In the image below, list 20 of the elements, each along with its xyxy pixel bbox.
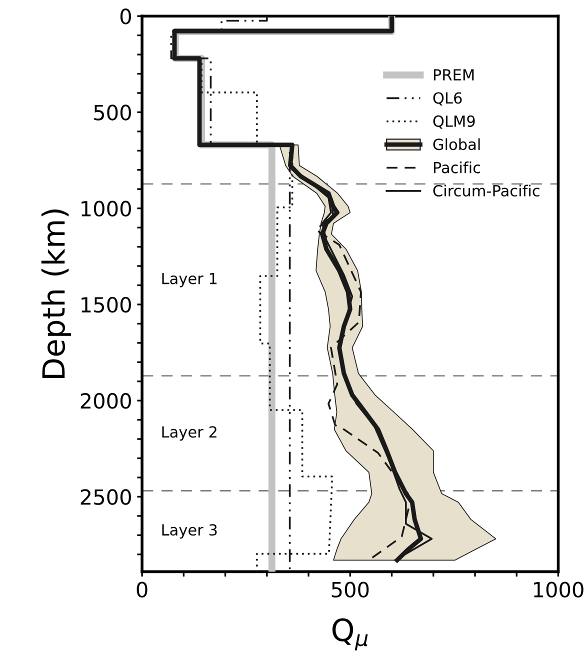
x-axis-title: Q$_{μ}$: [332, 618, 368, 650]
y-tick-label: 500: [94, 104, 131, 120]
legend-label: Global: [433, 138, 480, 150]
annotation: Layer 2: [162, 426, 216, 441]
y-tick-label: 0: [120, 8, 131, 24]
x-tick-label: 1000: [534, 582, 584, 598]
x-tick-label: 500: [332, 582, 369, 598]
legend-label: Pacific: [434, 162, 480, 174]
x-tick-label: 0: [136, 582, 148, 598]
legend-label: QLM9: [433, 115, 475, 129]
annotation: Layer 1: [162, 272, 217, 288]
annotation: Layer 3: [162, 524, 217, 539]
y-tick-label: 2500: [80, 489, 131, 505]
legend-label: QL6: [433, 92, 462, 106]
legend-label: Circum-Pacific: [433, 184, 540, 197]
y-axis-title: Depth (km): [41, 209, 71, 378]
y-tick-label: 1000: [82, 200, 131, 217]
legend-label: PREM: [434, 69, 474, 80]
y-tick-label: 1500: [82, 296, 131, 313]
y-tick-label: 2000: [80, 393, 131, 409]
